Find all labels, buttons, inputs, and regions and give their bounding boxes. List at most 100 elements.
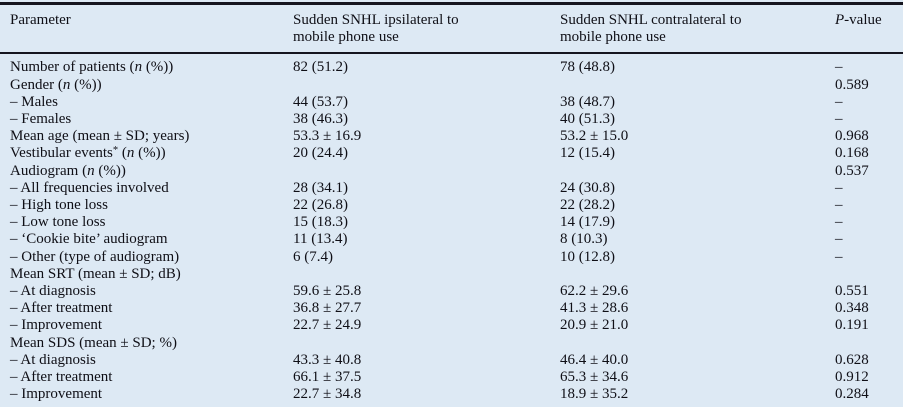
ipsilateral-cell [283, 335, 550, 352]
parameter-text: – At diagnosis [10, 351, 96, 368]
contralateral-cell: 18.9 ± 35.2 [560, 386, 629, 403]
table-row: – After treatment 36.8 ± 27.7 41.3 ± 28.6 0… [0, 300, 903, 317]
table-row: Vestibular events* (n (%)) 20 (24.4) 12 (1… [0, 145, 903, 162]
parameter-text: – After treatment [10, 369, 113, 386]
parameter-cell: Vestibular events* (n (%)) [0, 145, 283, 162]
footnote-asterisk: * [112, 145, 119, 157]
table-row: – Improvement 22.7 ± 24.9 20.9 ± 21.0 0.191 [0, 317, 903, 334]
ipsilateral-cell: 15 (18.3) [293, 214, 348, 231]
parameter-text: Gender ( [10, 76, 63, 93]
header-parameter-label: Parameter [10, 12, 71, 28]
pvalue-cell: – [835, 231, 843, 248]
contralateral-cell: 24 (30.8) [560, 179, 615, 196]
parameter-cell: Gender (n (%)) [0, 77, 283, 94]
ipsilateral-cell: 28 (34.1) [293, 179, 348, 196]
contralateral-cell: 65.3 ± 34.6 [560, 369, 629, 386]
contralateral-cell [550, 266, 825, 283]
ipsilateral-cell: 38 (46.3) [293, 111, 348, 128]
parameter-cell: – Improvement [0, 386, 283, 407]
table-row: – Improvement 22.7 ± 34.8 18.9 ± 35.2 0.284 [0, 386, 903, 407]
table-body: Number of patients (n (%)) 82 (51.2) 78 (4… [0, 53, 903, 407]
table-row: – Low tone loss 15 (18.3) 14 (17.9) – [0, 214, 903, 231]
ipsilateral-cell: 6 (7.4) [293, 248, 333, 265]
table-row: – High tone loss 22 (26.8) 22 (28.2) – [0, 197, 903, 214]
parameter-cell: Audiogram (n (%)) [0, 163, 283, 180]
parameter-text: ( [118, 145, 127, 162]
ipsilateral-cell: 59.6 ± 25.8 [293, 283, 362, 300]
pvalue-cell: 0.589 [835, 76, 869, 93]
ipsilateral-cell: 22.7 ± 24.9 [293, 317, 362, 334]
parameter-text: n [126, 145, 135, 162]
parameter-cell: – ‘Cookie bite’ audiogram [0, 231, 283, 248]
ipsilateral-cell: 22.7 ± 34.8 [293, 386, 362, 403]
parameter-cell: Number of patients (n (%)) [0, 53, 283, 76]
pvalue-cell: – [835, 214, 843, 231]
ipsilateral-cell: 22 (26.8) [293, 197, 348, 214]
contralateral-cell: 53.2 ± 15.0 [560, 128, 629, 145]
table-row: Mean age (mean ± SD; years) 53.3 ± 16.9 53… [0, 128, 903, 145]
parameter-text: n [87, 162, 95, 179]
parameter-cell: – Females [0, 111, 283, 128]
parameter-text: Mean age (mean ± SD; years) [10, 128, 190, 145]
parameter-text: – Males [10, 93, 58, 110]
ipsilateral-cell: 20 (24.4) [293, 145, 348, 162]
table-row: Number of patients (n (%)) 82 (51.2) 78 (4… [0, 53, 903, 76]
table-row: Gender (n (%)) 0.589 [0, 77, 903, 94]
table-row: – At diagnosis 59.6 ± 25.8 62.2 ± 29.6 0.55… [0, 283, 903, 300]
pvalue-cell: 0.551 [835, 283, 869, 300]
parameter-text: – Low tone loss [10, 214, 106, 231]
parameter-text: – Improvement [10, 317, 103, 334]
parameter-text: – All frequencies involved [10, 179, 169, 196]
table-row: – At diagnosis 43.3 ± 40.8 46.4 ± 40.0 0.62… [0, 352, 903, 369]
pvalue-cell: 0.968 [835, 128, 869, 145]
pvalue-cell [825, 266, 903, 283]
parameter-text: (%)) [94, 162, 126, 179]
ipsilateral-cell: 43.3 ± 40.8 [293, 351, 362, 368]
parameter-text: – Other (type of audiogram) [10, 248, 180, 265]
parameter-cell: – All frequencies involved [0, 180, 283, 197]
header-parameter: Parameter [0, 3, 283, 55]
pvalue-cell: 0.191 [835, 317, 869, 334]
parameter-cell: – At diagnosis [0, 352, 283, 369]
contralateral-cell [550, 335, 825, 352]
contralateral-cell: 14 (17.9) [560, 214, 615, 231]
table-header: Parameter Sudden SNHL ipsilateral to mob… [0, 3, 903, 55]
pvalue-cell: 0.628 [835, 351, 869, 368]
contralateral-cell: 8 (10.3) [560, 231, 608, 248]
pvalue-cell: 0.348 [835, 300, 869, 317]
contralateral-cell: 22 (28.2) [560, 197, 615, 214]
pvalue-cell: – [835, 197, 843, 214]
header-ipsilateral-line2: mobile phone use [293, 29, 399, 46]
parameter-cell: – High tone loss [0, 197, 283, 214]
ipsilateral-cell: 66.1 ± 37.5 [293, 369, 362, 386]
table-row: – Males 44 (53.7) 38 (48.7) – [0, 94, 903, 111]
pvalue-cell: 0.284 [835, 386, 869, 403]
ipsilateral-cell: 36.8 ± 27.7 [293, 300, 362, 317]
parameter-text: n [62, 76, 71, 93]
ipsilateral-cell: 11 (13.4) [293, 231, 348, 248]
table-row: – Other (type of audiogram) 6 (7.4) 10 (12… [0, 249, 903, 266]
header-row: Parameter Sudden SNHL ipsilateral to mob… [0, 3, 903, 55]
contralateral-cell: 46.4 ± 40.0 [560, 351, 629, 368]
contralateral-cell: 62.2 ± 29.6 [560, 283, 629, 300]
contralateral-cell: 41.3 ± 28.6 [560, 300, 629, 317]
table-row: Audiogram (n (%)) 0.537 [0, 163, 903, 180]
parameter-cell: – Other (type of audiogram) [0, 249, 283, 266]
ipsilateral-cell [283, 266, 550, 283]
contralateral-cell: 40 (51.3) [560, 111, 615, 128]
header-pvalue-rest: -value [844, 12, 882, 28]
parameter-cell: – At diagnosis [0, 283, 283, 300]
header-ipsilateral-line1: Sudden SNHL ipsilateral to [293, 12, 459, 28]
table-row: – All frequencies involved 28 (34.1) 24 (3… [0, 180, 903, 197]
parameter-text: – At diagnosis [10, 283, 96, 300]
header-pvalue-italic: P [835, 12, 845, 28]
table-row: – ‘Cookie bite’ audiogram 11 (13.4) 8 (10.… [0, 231, 903, 248]
ipsilateral-cell: 44 (53.7) [293, 93, 348, 110]
parameter-text: Vestibular events [10, 145, 113, 162]
table-row: – After treatment 66.1 ± 37.5 65.3 ± 34.6 0… [0, 369, 903, 386]
contralateral-cell: 38 (48.7) [560, 93, 615, 110]
parameter-cell: Mean SRT (mean ± SD; dB) [0, 266, 283, 283]
parameter-text: Mean SRT (mean ± SD; dB) [10, 265, 181, 282]
